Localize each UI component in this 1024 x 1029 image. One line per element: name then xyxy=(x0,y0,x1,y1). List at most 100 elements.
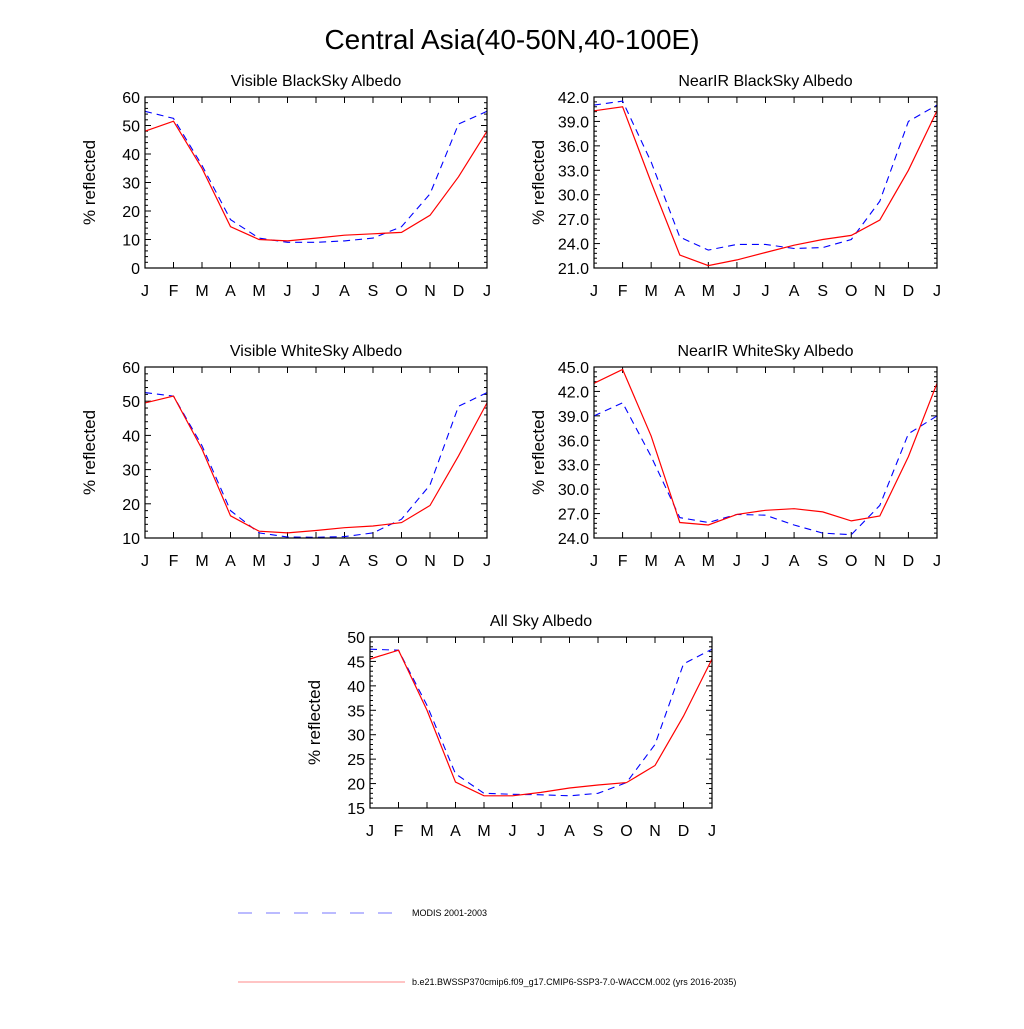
y-axis-label: % reflected xyxy=(529,140,548,225)
x-tick-label: S xyxy=(817,553,828,570)
x-tick-label: F xyxy=(169,553,179,570)
y-tick-label: 21.0 xyxy=(558,261,589,278)
x-tick-label: J xyxy=(284,283,292,300)
panel-title: Visible WhiteSky Albedo xyxy=(230,343,402,360)
x-tick-label: J xyxy=(590,283,598,300)
x-tick-label: O xyxy=(845,553,857,570)
x-tick-label: N xyxy=(424,553,436,570)
series-line-modis xyxy=(144,392,488,538)
x-tick-label: J xyxy=(483,553,491,570)
x-tick-label: D xyxy=(903,283,915,300)
y-tick-label: 10 xyxy=(122,531,140,548)
panel-title: All Sky Albedo xyxy=(490,613,592,630)
x-tick-label: N xyxy=(424,283,436,300)
y-tick-label: 24.0 xyxy=(558,531,589,548)
y-tick-label: 15 xyxy=(347,801,365,818)
x-tick-label: M xyxy=(420,823,433,840)
y-tick-label: 30 xyxy=(122,463,140,480)
x-tick-label: M xyxy=(645,553,658,570)
y-tick-label: 50 xyxy=(122,119,140,136)
x-tick-label: A xyxy=(225,283,236,300)
x-tick-label: F xyxy=(618,283,628,300)
legend-label-modis: MODIS 2001-2003 xyxy=(412,908,487,918)
x-tick-label: D xyxy=(678,823,690,840)
panel-1: Visible BlackSky Albedo % reflected 0 10 20 3… xyxy=(80,73,491,300)
x-tick-label: A xyxy=(674,283,685,300)
x-tick-label: S xyxy=(817,283,828,300)
x-tick-label: O xyxy=(395,283,407,300)
y-tick-label: 27.0 xyxy=(558,507,589,524)
x-tick-label: J xyxy=(708,823,716,840)
series-line-modis xyxy=(369,648,713,797)
plot-frame xyxy=(593,96,938,269)
y-tick-label: 36.0 xyxy=(558,139,589,156)
panel-title: NearIR BlackSky Albedo xyxy=(678,73,852,90)
y-tick-label: 30 xyxy=(347,728,365,745)
x-tick-label: S xyxy=(368,283,379,300)
x-tick-label: J xyxy=(312,553,320,570)
x-tick-label: M xyxy=(252,553,265,570)
panel-2: NearIR BlackSky Albedo % reflected 21.0 24.… xyxy=(529,73,941,300)
x-tick-label: J xyxy=(141,553,149,570)
y-tick-label: 20 xyxy=(347,777,365,794)
series-line-modis xyxy=(593,100,938,251)
x-tick-label: J xyxy=(733,283,741,300)
y-tick-label: 39.0 xyxy=(558,409,589,426)
y-tick-label: 30 xyxy=(122,176,140,193)
y-tick-label: 60 xyxy=(122,90,140,107)
y-tick-label: 30.0 xyxy=(558,482,589,499)
y-axis-label: % reflected xyxy=(305,680,324,765)
x-tick-label: F xyxy=(394,823,404,840)
y-tick-label: 45.0 xyxy=(558,360,589,377)
y-tick-label: 33.0 xyxy=(558,163,589,180)
x-tick-label: J xyxy=(366,823,374,840)
y-tick-label: 42.0 xyxy=(558,384,589,401)
plot-frame xyxy=(369,636,713,809)
x-tick-label: A xyxy=(789,283,800,300)
y-tick-label: 40 xyxy=(122,147,140,164)
panel-3: Visible WhiteSky Albedo % reflected 10 20 30… xyxy=(80,343,491,570)
x-tick-label: J xyxy=(762,283,770,300)
x-tick-label: F xyxy=(618,553,628,570)
y-tick-label: 20 xyxy=(122,497,140,514)
x-tick-label: A xyxy=(789,553,800,570)
x-tick-label: D xyxy=(453,553,465,570)
series-line-modis xyxy=(144,110,488,243)
x-tick-label: J xyxy=(141,283,149,300)
figure-title: Central Asia(40-50N,40-100E) xyxy=(324,24,699,55)
x-tick-label: N xyxy=(649,823,661,840)
panel-title: NearIR WhiteSky Albedo xyxy=(677,343,853,360)
y-tick-label: 10 xyxy=(122,233,140,250)
y-tick-label: 35 xyxy=(347,703,365,720)
x-tick-label: S xyxy=(593,823,604,840)
x-tick-label: J xyxy=(733,553,741,570)
series-line-model xyxy=(144,395,488,534)
x-tick-label: A xyxy=(339,283,350,300)
y-tick-label: 40 xyxy=(347,679,365,696)
plot-frame xyxy=(144,96,488,269)
y-tick-label: 60 xyxy=(122,360,140,377)
y-tick-label: 45 xyxy=(347,654,365,671)
x-tick-label: A xyxy=(450,823,461,840)
x-tick-label: M xyxy=(702,283,715,300)
x-tick-label: A xyxy=(674,553,685,570)
y-axis-label: % reflected xyxy=(529,410,548,495)
y-tick-label: 27.0 xyxy=(558,212,589,229)
x-tick-label: J xyxy=(483,283,491,300)
x-tick-label: J xyxy=(590,553,598,570)
x-tick-label: D xyxy=(903,553,915,570)
x-tick-label: A xyxy=(339,553,350,570)
x-tick-label: O xyxy=(395,553,407,570)
x-tick-label: J xyxy=(284,553,292,570)
x-tick-label: A xyxy=(225,553,236,570)
x-tick-label: N xyxy=(874,283,886,300)
panel-5: All Sky Albedo % reflected 15 20 25 30 35 40 45 5… xyxy=(305,613,716,840)
x-tick-label: J xyxy=(933,553,941,570)
x-tick-label: J xyxy=(312,283,320,300)
x-tick-label: M xyxy=(195,283,208,300)
x-tick-label: M xyxy=(195,553,208,570)
x-tick-label: O xyxy=(620,823,632,840)
y-tick-label: 39.0 xyxy=(558,114,589,131)
series-line-model xyxy=(593,368,938,526)
